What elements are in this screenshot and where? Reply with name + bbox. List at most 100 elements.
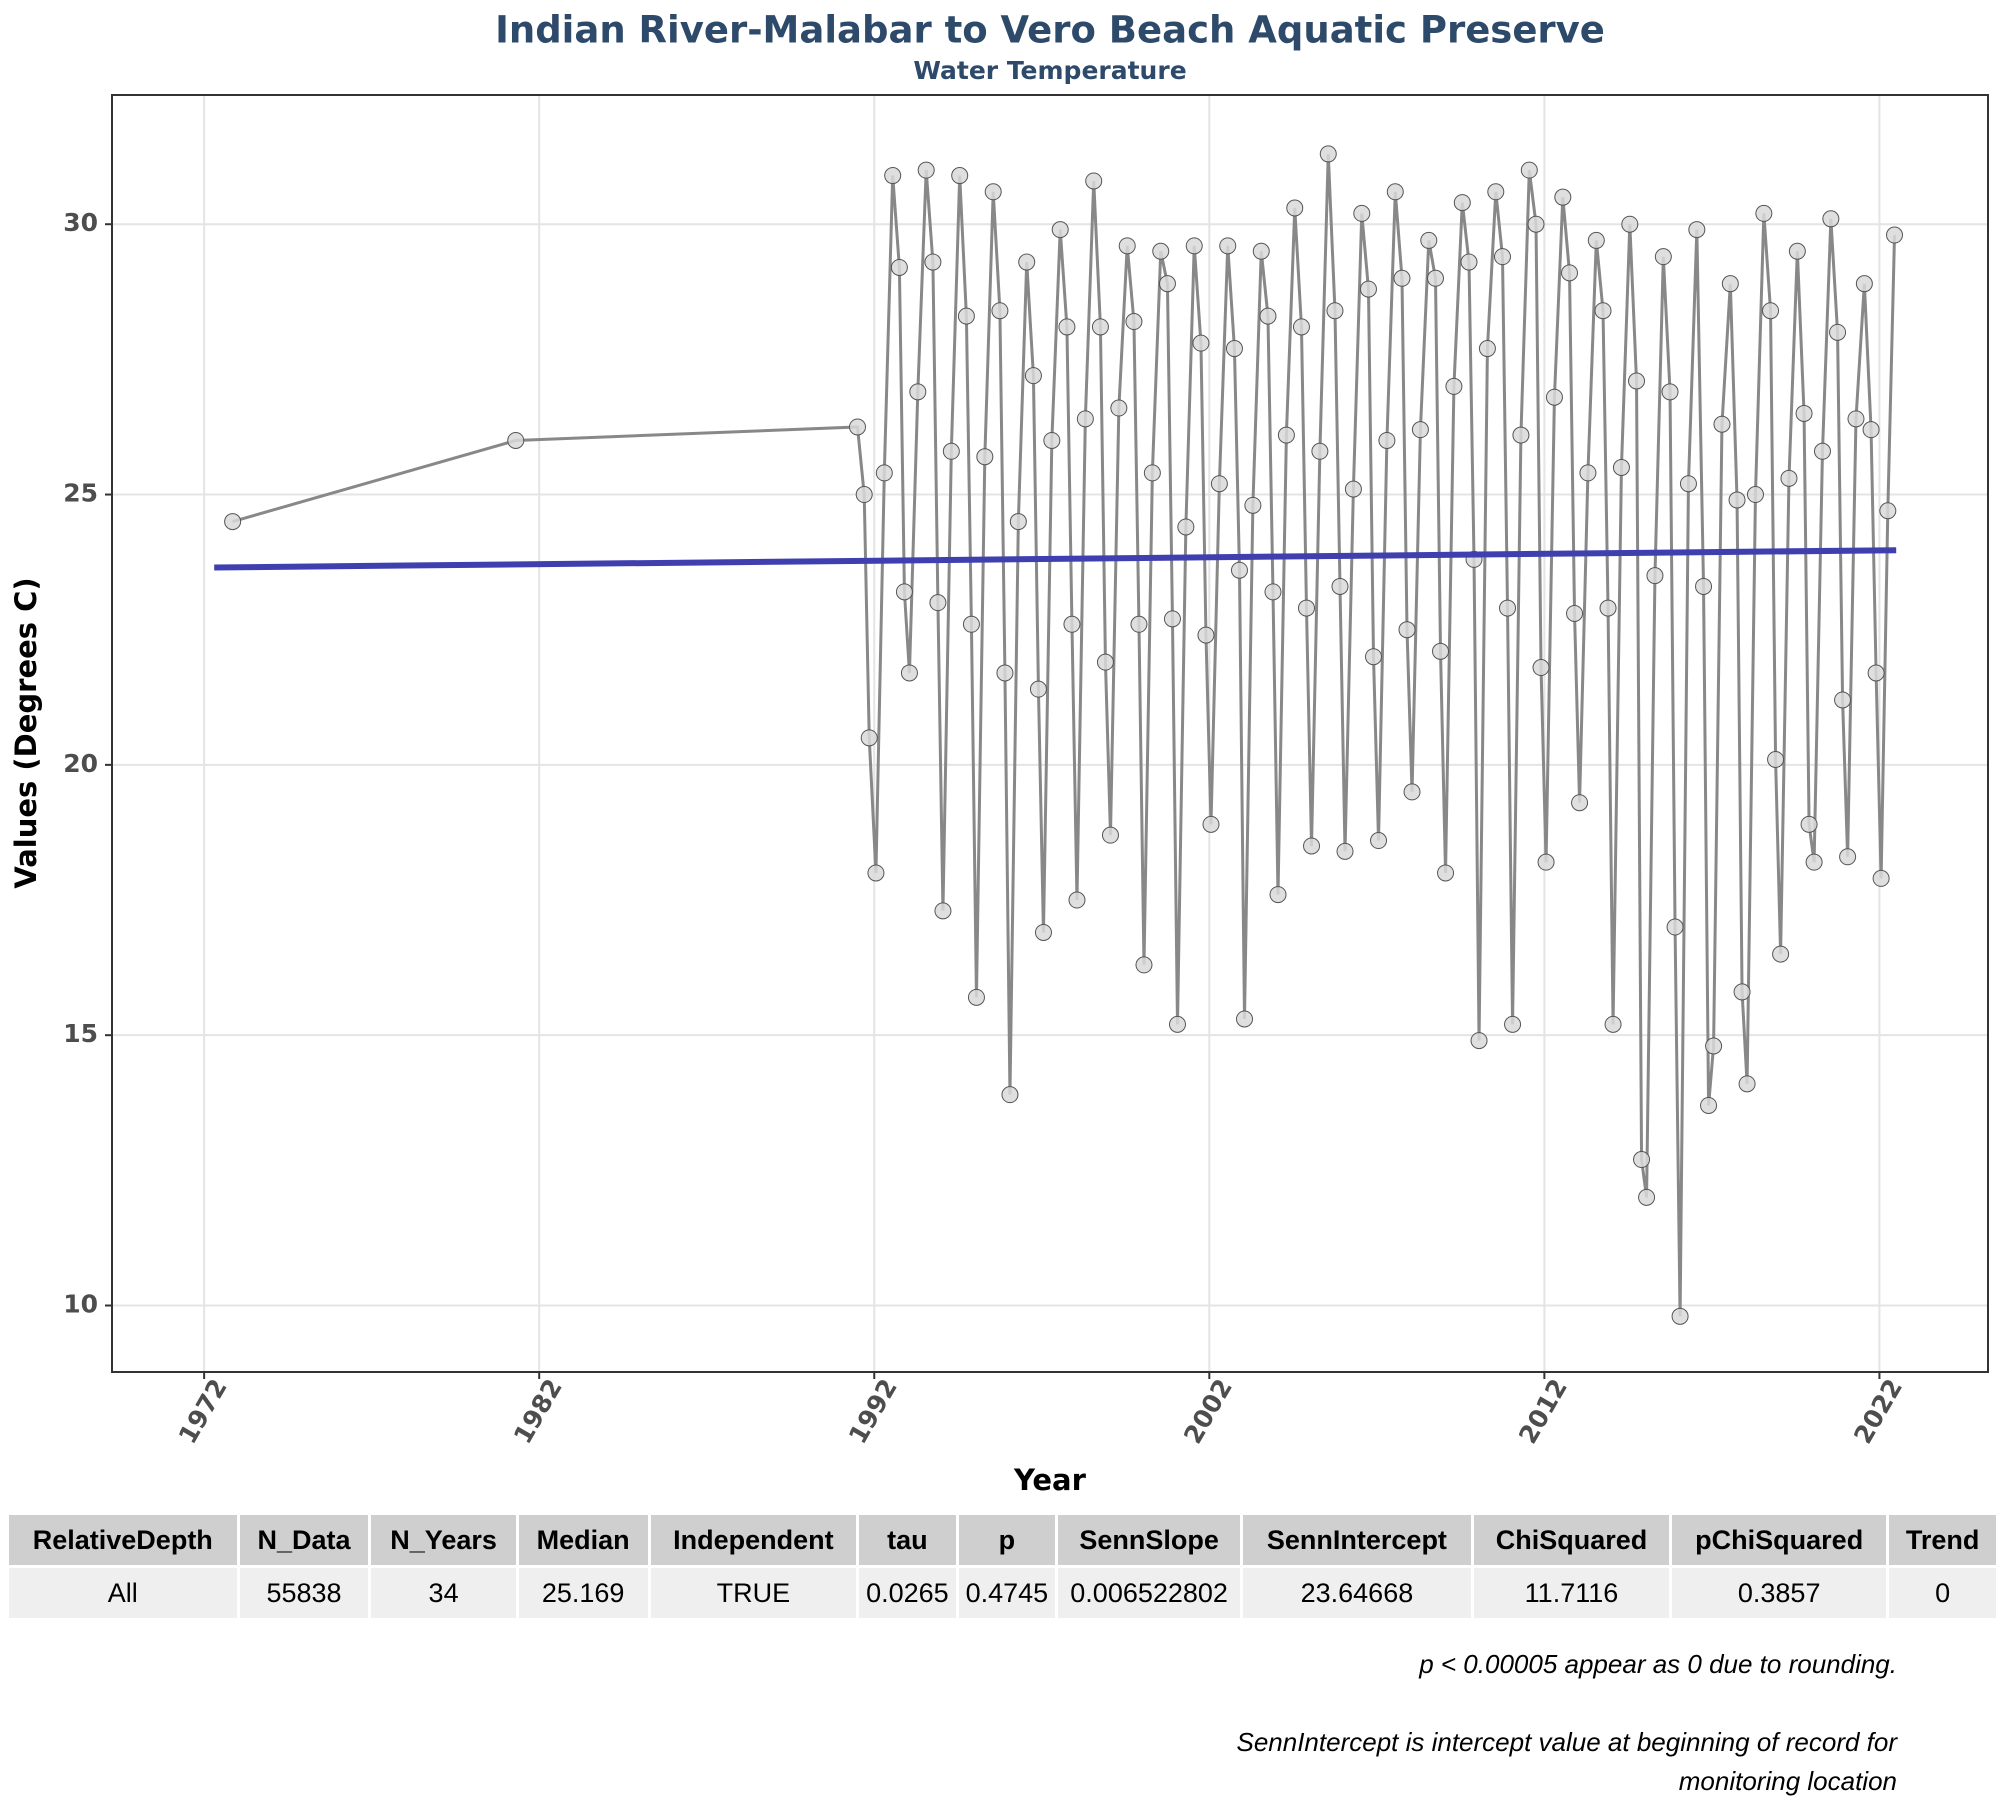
data-point <box>1292 318 1310 336</box>
data-point <box>1795 404 1813 422</box>
data-point <box>942 442 960 460</box>
data-point <box>1024 367 1042 385</box>
data-point <box>1244 496 1262 514</box>
x-axis-title: Year <box>1013 1463 1087 1497</box>
data-point <box>1478 340 1496 358</box>
table-cell: 11.7116 <box>1472 1565 1673 1618</box>
data-point <box>1599 599 1617 617</box>
data-point <box>951 167 969 185</box>
data-point <box>1426 269 1444 287</box>
column-header: RelativeDepth <box>9 1515 240 1567</box>
data-point <box>1561 264 1579 282</box>
data-point <box>1331 577 1349 595</box>
data-point <box>1728 491 1746 509</box>
data-point <box>1721 275 1739 293</box>
data-point <box>1403 783 1421 801</box>
column-header: Trend <box>1887 1515 1999 1567</box>
data-point <box>1628 372 1646 390</box>
data-point <box>1879 502 1897 520</box>
data-point <box>1654 248 1672 266</box>
data-point <box>929 594 947 612</box>
data-point <box>1152 242 1170 260</box>
table-row: All 55838 34 25.169 TRUE 0.0265 0.4745 0.006522… <box>9 1565 1999 1618</box>
column-header: SennSlope <box>1056 1515 1244 1567</box>
data-point <box>1118 237 1136 255</box>
data-point <box>1185 237 1203 255</box>
data-point <box>1311 442 1329 460</box>
data-point <box>900 664 918 682</box>
data-point <box>1839 848 1857 866</box>
data-point <box>1671 1307 1689 1325</box>
data-point <box>224 513 242 531</box>
data-point <box>1767 750 1785 768</box>
data-point <box>1058 318 1076 336</box>
column-header: tau <box>857 1515 959 1567</box>
data-point <box>1532 659 1550 677</box>
data-point <box>1192 334 1210 352</box>
trend-line <box>214 547 1897 571</box>
data-point <box>1269 886 1287 904</box>
data-point <box>1872 869 1890 887</box>
data-point <box>884 167 902 185</box>
data-point <box>1063 615 1081 633</box>
data-point <box>1594 302 1612 320</box>
data-point <box>1225 340 1243 358</box>
data-point <box>1432 642 1450 660</box>
data-point <box>1733 983 1751 1001</box>
data-point <box>1158 275 1176 293</box>
data-point <box>1034 923 1052 941</box>
data-point <box>1537 853 1555 871</box>
x-tick-label: 1992 <box>843 1374 903 1449</box>
data-point <box>849 418 867 436</box>
data-point <box>1713 415 1731 433</box>
data-point <box>1829 323 1847 341</box>
plot-frame <box>111 94 1989 1373</box>
data-point <box>1125 313 1143 331</box>
data-point <box>1001 1086 1019 1104</box>
table-body: All 55838 34 25.169 TRUE 0.0265 0.4745 0.006522… <box>9 1565 1999 1618</box>
column-header: N_Data <box>238 1515 372 1567</box>
data-point <box>1437 864 1455 882</box>
table-cell: TRUE <box>649 1565 860 1618</box>
column-header: Median <box>517 1515 651 1567</box>
data-point <box>1772 945 1790 963</box>
table-cell: 0.4745 <box>957 1565 1059 1618</box>
data-point <box>1579 464 1597 482</box>
column-header: p <box>957 1515 1059 1567</box>
table-cell: All <box>9 1565 240 1618</box>
data-point <box>1378 431 1396 449</box>
data-point <box>976 448 994 466</box>
data-line <box>232 153 1897 1317</box>
data-point <box>1460 253 1478 271</box>
data-point <box>1822 210 1840 228</box>
data-point <box>967 988 985 1006</box>
data-point <box>1018 253 1036 271</box>
header-row: RelativeDepth N_Data N_Years Median Independ… <box>9 1515 1999 1567</box>
data-point <box>1527 215 1545 233</box>
note: p < 0.00005 appear as 0 due to rounding. <box>1419 1649 1897 1679</box>
data-point <box>1085 172 1103 190</box>
data-point <box>1303 837 1321 855</box>
data-point <box>1746 486 1764 504</box>
data-point <box>1780 469 1798 487</box>
data-point <box>1130 615 1148 633</box>
x-tick-label: 1972 <box>173 1374 233 1449</box>
data-point <box>984 183 1002 201</box>
data-point <box>1453 194 1471 212</box>
data-point <box>1661 383 1679 401</box>
data-point <box>1252 242 1270 260</box>
data-point <box>1393 269 1411 287</box>
column-header: ChiSquared <box>1472 1515 1673 1567</box>
data-point <box>1009 513 1027 531</box>
data-point <box>1101 826 1119 844</box>
data-point <box>1210 475 1228 493</box>
data-point <box>1612 459 1630 477</box>
x-tick-label: 2002 <box>1178 1374 1238 1449</box>
stats-table: RelativeDepth N_Data N_Years Median Independ… <box>9 1515 1999 1618</box>
column-header: Independent <box>649 1515 860 1567</box>
table-cell: 0 <box>1887 1565 1999 1618</box>
data-point <box>1264 583 1282 601</box>
table-cell: 55838 <box>238 1565 372 1618</box>
data-point <box>1847 410 1865 428</box>
